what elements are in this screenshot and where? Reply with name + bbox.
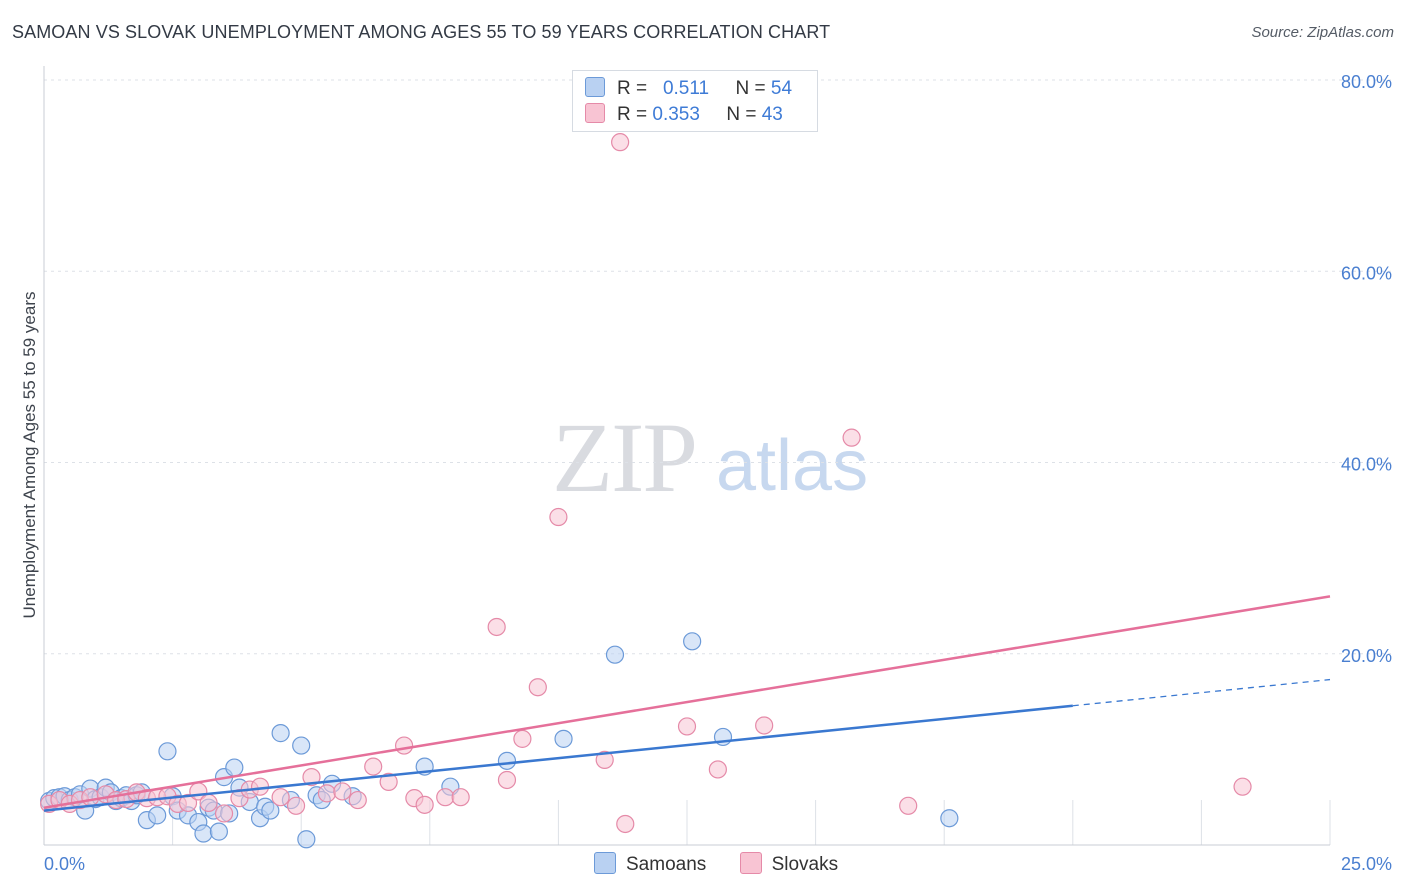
samoans-legend-swatch — [594, 852, 616, 874]
legend-label-samoans: Samoans — [626, 854, 707, 875]
slovaks-point — [302, 768, 321, 787]
r-label: R = — [617, 78, 648, 99]
samoans-point — [683, 632, 702, 651]
slovaks-point — [415, 795, 434, 814]
samoans-trend-extension — [1072, 678, 1331, 707]
legend-item-samoans[interactable]: Samoans — [594, 852, 706, 876]
slovaks-point — [595, 750, 614, 769]
slovaks-point — [487, 617, 506, 637]
slovaks-point — [364, 757, 383, 776]
source-label: Source: ZipAtlas.com — [1251, 24, 1394, 41]
watermark-zip: ZIP — [552, 402, 698, 513]
slovaks-point — [333, 782, 352, 801]
samoans-point — [940, 809, 959, 828]
stats-legend-row-samoans: R = 0.511 N = 54 — [585, 77, 792, 101]
slovaks-point — [379, 772, 398, 791]
n-value: 54 — [770, 78, 793, 99]
slovaks-point — [199, 793, 218, 813]
slovaks-point — [451, 788, 470, 807]
slovaks-point — [394, 736, 414, 755]
slovaks-legend-swatch — [739, 852, 762, 874]
slovaks-point — [271, 788, 290, 807]
n-label: N = — [726, 104, 757, 125]
legend-label-slovaks: Slovaks — [771, 854, 839, 875]
samoans-point — [605, 645, 625, 664]
n-value: 43 — [761, 104, 783, 125]
legend-item-slovaks[interactable]: Slovaks — [739, 852, 839, 876]
samoans-point — [271, 724, 290, 743]
r-value: 0.511 — [662, 78, 710, 99]
samoans-point — [225, 758, 244, 777]
stats-legend-row-slovaks: R = 0.353 N = 43 — [585, 103, 783, 127]
slovaks-point — [842, 428, 861, 447]
series-legend: Samoans Slovaks — [594, 852, 866, 876]
slovaks-point — [178, 793, 198, 813]
slovaks-point — [348, 790, 367, 810]
samoans-point — [297, 830, 316, 849]
samoans-point — [194, 824, 213, 843]
samoans-swatch — [585, 77, 605, 97]
slovaks-point — [250, 777, 270, 796]
slovaks-point — [1233, 777, 1252, 796]
slovaks-point — [214, 804, 234, 823]
y-tick-label: 60.0% — [1341, 263, 1392, 283]
slovaks-point — [81, 788, 100, 807]
x-tick-label: 0.0% — [44, 854, 85, 874]
samoans-point — [158, 742, 177, 761]
slovaks-point — [286, 796, 306, 815]
samoans-point — [148, 806, 167, 825]
slovaks-point — [611, 133, 630, 152]
slovaks-trend-line — [43, 595, 1331, 809]
slovaks-point — [528, 678, 547, 697]
slovaks-point — [317, 784, 337, 803]
slovaks-swatch — [585, 103, 605, 123]
r-label: R = — [617, 104, 648, 125]
n-label: N = — [735, 78, 766, 99]
slovaks-point — [549, 507, 568, 527]
samoans-point — [209, 822, 228, 841]
slovaks-point — [436, 788, 455, 807]
y-tick-label: 80.0% — [1341, 72, 1392, 92]
slovaks-point — [708, 760, 727, 779]
stats-legend: R = 0.511 N = 54 R = 0.353 N = 43 — [572, 70, 818, 132]
samoans-point — [261, 801, 280, 820]
samoans-point — [292, 736, 311, 755]
samoans-point — [554, 729, 573, 748]
slovaks-point — [497, 770, 517, 790]
slovaks-point — [755, 716, 774, 735]
slovaks-point — [513, 729, 532, 748]
samoans-trend-line — [43, 704, 1073, 812]
samoans-point — [497, 751, 517, 770]
r-value: 0.353 — [652, 104, 700, 125]
slovaks-point — [616, 814, 635, 834]
y-tick-label: 40.0% — [1341, 455, 1392, 475]
y-tick-label: 20.0% — [1341, 646, 1392, 666]
x-tick-label: 25.0% — [1341, 854, 1392, 874]
slovaks-point — [899, 796, 918, 815]
chart-title: SAMOAN VS SLOVAK UNEMPLOYMENT AMONG AGES… — [12, 22, 831, 42]
slovaks-point — [677, 717, 697, 736]
